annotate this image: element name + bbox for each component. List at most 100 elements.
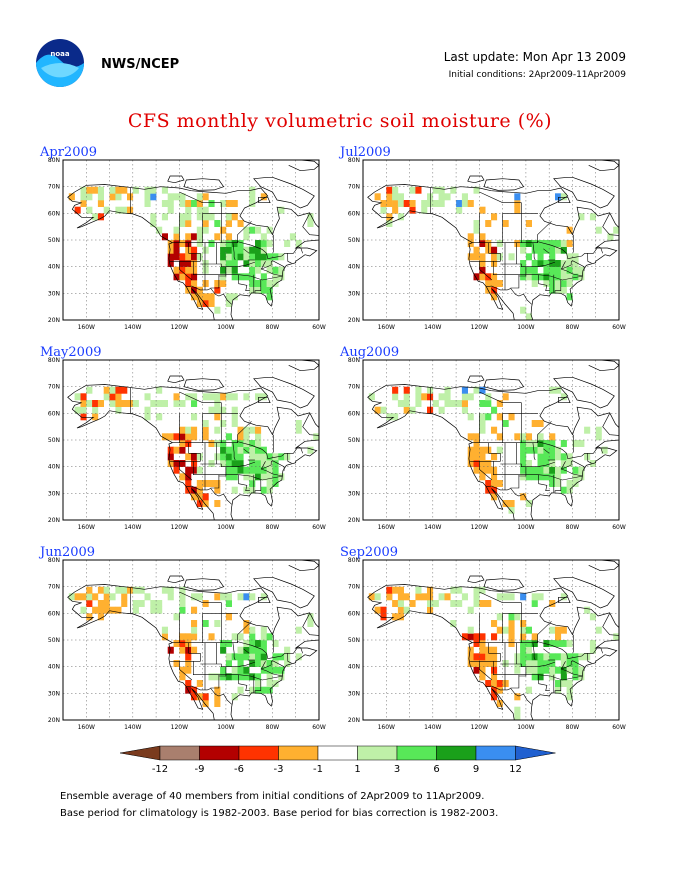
map-figure: 20N 30N 40N 50N 60N 70N 80N 160W 140W 120W 100W 80W… (348, 557, 626, 731)
grid-cell (144, 193, 151, 201)
north-america-coast (67, 184, 319, 320)
political-border (479, 591, 522, 643)
grid-cell (278, 253, 285, 261)
grid-cell (456, 206, 463, 214)
grid-cell (496, 613, 503, 621)
grid-cell (225, 453, 232, 461)
grid-cell (80, 400, 87, 407)
grid-cell (191, 233, 198, 241)
political-border (200, 461, 256, 467)
political-border (472, 441, 603, 460)
grid-cell (537, 473, 544, 481)
grid-cell (502, 220, 509, 227)
grid-cell (595, 226, 602, 234)
grid-cell (479, 673, 486, 681)
grid-cell (531, 593, 538, 601)
grid-cell (260, 646, 267, 654)
grid-cell (255, 653, 262, 661)
grid-cell (266, 480, 273, 487)
grid-cell (260, 460, 267, 467)
grid-cell (555, 246, 562, 254)
grid-cell (572, 266, 579, 274)
grid-cell (214, 220, 221, 227)
grid-cell (132, 186, 139, 194)
grid-cell (260, 473, 267, 481)
lat-tick-label: 20N (348, 717, 360, 724)
grid-cell (432, 600, 439, 607)
grid-cell (185, 220, 192, 227)
grid-cell (225, 466, 232, 474)
lon-tick-label: 140W (124, 724, 141, 731)
grid-cell (185, 440, 192, 447)
grid-cell (196, 233, 203, 241)
grid-cell (185, 426, 192, 434)
grid-cell (237, 673, 244, 681)
grid-cell (173, 613, 180, 621)
grid-cell (525, 266, 532, 274)
political-border (232, 442, 236, 461)
political-border (179, 461, 193, 481)
grid-cell (97, 213, 104, 221)
grid-cell (514, 433, 521, 441)
grid-cell (185, 253, 192, 261)
grid-cell (589, 613, 596, 621)
political-border (232, 642, 236, 661)
grid-cell (156, 400, 163, 407)
grid-cell (479, 420, 486, 427)
grid-cell (508, 506, 515, 514)
grid-cell (260, 660, 267, 667)
grid-cell (427, 386, 434, 394)
grid-cell (555, 480, 562, 487)
grid-cell (397, 593, 404, 601)
grid-cell (237, 646, 244, 654)
grid-cell (220, 666, 227, 674)
political-border (537, 221, 552, 243)
grid-cell (109, 393, 116, 401)
island-coast (483, 178, 525, 191)
grid-cell (249, 266, 256, 274)
lat-tick-label: 30N (48, 490, 60, 497)
grid-cell (185, 266, 192, 274)
grid-cell (225, 253, 232, 261)
grid-cell (103, 593, 110, 601)
political-border (238, 674, 250, 691)
grid-cell (479, 586, 486, 594)
grid-cell (173, 640, 180, 647)
grid-cell (266, 280, 273, 287)
grid-cell (231, 246, 238, 254)
grid-cell (86, 613, 93, 621)
grid-cell (496, 413, 503, 421)
grid-cell (473, 220, 480, 227)
agency-name: NWS/NCEP (101, 57, 180, 72)
grid-cell (208, 213, 215, 221)
grid-cell (266, 293, 273, 301)
grid-cell (243, 253, 250, 261)
grid-cell (278, 273, 285, 281)
panel-title: Aug2009 (340, 345, 400, 360)
grid-cell (397, 200, 404, 207)
grid-cell (485, 413, 492, 421)
grid-cell (438, 406, 445, 414)
grid-cell (191, 466, 198, 474)
political-border (479, 261, 493, 281)
grid-cell (438, 393, 445, 401)
grid-cell (225, 673, 232, 681)
grid-cell (237, 633, 244, 641)
grid-cell (103, 606, 110, 614)
grid-cell (479, 633, 486, 641)
grid-cell (560, 240, 567, 247)
grid-cell (214, 306, 221, 314)
grid-cell (485, 246, 492, 254)
grid-cell (560, 273, 567, 281)
grid-cell (543, 240, 550, 247)
grid-cell (225, 393, 232, 401)
island-coast (467, 175, 485, 184)
political-border (493, 461, 583, 481)
lat-tick-label: 80N (348, 357, 360, 364)
grid-cell (485, 480, 492, 487)
grid-cell (566, 686, 573, 694)
grid-cell (415, 386, 422, 394)
grid-cell (191, 593, 198, 601)
grid-cell (485, 240, 492, 247)
grid-cell (231, 466, 238, 474)
